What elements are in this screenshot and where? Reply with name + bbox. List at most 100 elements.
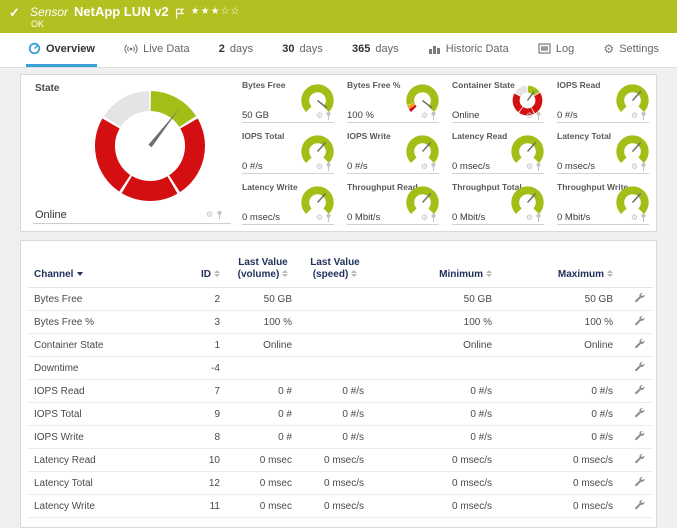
gauge-settings-gear-icon[interactable]: ⚙ <box>205 210 213 219</box>
tab-label: Live Data <box>143 42 190 55</box>
sort-desc-icon <box>77 272 84 277</box>
channel-value-cell: 9 <box>176 402 228 426</box>
tab-2-days[interactable]: 2 days <box>217 33 255 67</box>
gauge-chart-iops-total <box>299 134 336 174</box>
channel-value-cell: 50 GB <box>500 287 621 311</box>
channel-row-iops-read[interactable]: IOPS Read 7 0 #0 #/s 0 #/s 0 #/s <box>28 379 653 403</box>
channel-settings-wrench-icon[interactable] <box>634 407 645 418</box>
pin-icon[interactable] <box>535 162 542 172</box>
tab-live-data[interactable]: Live Data <box>122 33 191 67</box>
pin-icon[interactable] <box>325 213 332 223</box>
pin-icon[interactable] <box>640 213 647 223</box>
channel-value-cell: 0 #/s <box>500 425 621 449</box>
tab-label: Overview <box>46 42 95 55</box>
gauge-settings-gear-icon[interactable]: ⚙ <box>525 111 533 120</box>
tab-365-days[interactable]: 365 days <box>350 33 401 67</box>
channel-name-cell: Latency Total <box>28 471 176 495</box>
pin-icon[interactable] <box>430 111 437 121</box>
sort-toggle-icon <box>486 269 492 277</box>
channel-value-cell: 8 <box>176 425 228 449</box>
gauge-grid: Bytes Free 50 GB ⚙ Bytes Free % 100 % ⚙ Contai… <box>239 76 659 229</box>
channel-actions-cell <box>621 333 653 357</box>
channel-settings-wrench-icon[interactable] <box>634 499 645 510</box>
chart-icon <box>428 43 441 55</box>
gauge-tile-throughput-write: Throughput Write 0 Mbit/s ⚙ <box>554 178 659 229</box>
channel-row-iops-write[interactable]: IOPS Write 8 0 #0 #/s 0 #/s 0 #/s <box>28 425 653 449</box>
column-header-channel[interactable]: Channel <box>28 243 176 288</box>
gauge-settings-gear-icon[interactable]: ⚙ <box>630 111 638 120</box>
column-header-last-value-volume[interactable]: Last Value (volume) <box>228 243 300 288</box>
pin-icon[interactable] <box>325 162 332 172</box>
gauge-settings-gear-icon[interactable]: ⚙ <box>420 162 428 171</box>
channel-settings-wrench-icon[interactable] <box>634 430 645 441</box>
gauge-settings-gear-icon[interactable]: ⚙ <box>315 162 323 171</box>
channel-row-downtime[interactable]: Downtime -4 <box>28 356 653 380</box>
channel-actions-cell <box>621 379 653 403</box>
pin-icon[interactable] <box>640 162 647 172</box>
channel-row-container-state[interactable]: Container State 1 Online Online Online <box>28 333 653 357</box>
gauge-label: Container State <box>452 80 515 90</box>
divider <box>242 122 334 123</box>
gauge-settings-gear-icon[interactable]: ⚙ <box>420 111 428 120</box>
tab-number: 2 <box>218 42 225 55</box>
pin-icon[interactable] <box>640 111 647 121</box>
channel-name-cell: Latency Read <box>28 448 176 472</box>
channel-row-latency-read[interactable]: Latency Read 10 0 msec 0 msec/s 0 msec/s 0 ms… <box>28 448 653 472</box>
flag-icon[interactable] <box>175 6 185 19</box>
sort-toggle-icon <box>351 269 358 277</box>
pin-icon[interactable] <box>535 111 542 121</box>
channel-settings-wrench-icon[interactable] <box>634 361 645 372</box>
channel-row-bytes-free[interactable]: Bytes Free % 3 100 % 100 % 100 % <box>28 310 653 334</box>
pin-icon[interactable] <box>430 162 437 172</box>
column-header-minimum[interactable]: Minimum <box>372 243 500 288</box>
divider <box>557 122 649 123</box>
channel-row-iops-total[interactable]: IOPS Total 9 0 #0 #/s 0 #/s 0 #/s <box>28 402 653 426</box>
priority-stars[interactable]: ★★★☆☆ <box>190 6 241 17</box>
channel-row-latency-total[interactable]: Latency Total 12 0 msec 0 msec/s 0 msec/s 0 m… <box>28 471 653 495</box>
gauge-chart-bytes-free <box>299 83 336 123</box>
gauge-settings-gear-icon[interactable]: ⚙ <box>630 162 638 171</box>
channel-row-latency-write[interactable]: Latency Write 11 0 msec 0 msec/s 0 msec/s 0 m… <box>28 494 653 518</box>
gauge-tile-throughput-total: Throughput Total 0 Mbit/s ⚙ <box>449 178 554 229</box>
pin-icon[interactable] <box>325 111 332 121</box>
gauge-tile-iops-write: IOPS Write 0 #/s ⚙ <box>344 127 449 178</box>
channel-value-cell: 0 msec/s <box>500 448 621 472</box>
gauge-settings-gear-icon[interactable]: ⚙ <box>525 162 533 171</box>
column-header-maximum[interactable]: Maximum <box>500 243 621 288</box>
gauge-settings-gear-icon[interactable]: ⚙ <box>315 111 323 120</box>
channel-value-cell: 0 #/s <box>300 379 372 403</box>
divider <box>33 223 231 224</box>
channel-settings-wrench-icon[interactable] <box>634 338 645 349</box>
channel-value-cell <box>300 333 372 357</box>
gauge-settings-gear-icon[interactable]: ⚙ <box>525 213 533 222</box>
channel-value-cell: 1 <box>176 333 228 357</box>
channel-value-cell: 12 <box>176 471 228 495</box>
channel-settings-wrench-icon[interactable] <box>634 315 645 326</box>
pin-icon[interactable] <box>216 210 223 220</box>
channel-settings-wrench-icon[interactable] <box>634 384 645 395</box>
channel-value-cell: 100 % <box>228 310 300 334</box>
tab-label: days <box>229 42 254 55</box>
tab-log[interactable]: Log <box>536 33 576 67</box>
channel-row-bytes-free[interactable]: Bytes Free 2 50 GB 50 GB 50 GB <box>28 287 653 311</box>
tab-settings[interactable]: ⚙ Settings <box>601 33 661 67</box>
column-header-id[interactable]: ID <box>176 243 228 288</box>
tab-30-days[interactable]: 30 days <box>280 33 325 67</box>
tab-label: Log <box>555 42 575 55</box>
tab-historic-data[interactable]: Historic Data <box>426 33 511 67</box>
gauge-settings-gear-icon[interactable]: ⚙ <box>420 213 428 222</box>
gauge-settings-gear-icon[interactable]: ⚙ <box>315 213 323 222</box>
gauge-chart-latency-read <box>509 134 546 174</box>
channel-value-cell: 0 msec <box>228 471 300 495</box>
channel-settings-wrench-icon[interactable] <box>634 476 645 487</box>
pin-icon[interactable] <box>430 213 437 223</box>
column-header-last-value-speed[interactable]: Last Value (speed) <box>300 243 372 288</box>
gauge-value: 0 Mbit/s <box>557 212 591 223</box>
tab-overview[interactable]: Overview <box>26 33 97 67</box>
gauge-settings-gear-icon[interactable]: ⚙ <box>630 213 638 222</box>
divider <box>557 224 649 225</box>
channel-settings-wrench-icon[interactable] <box>634 453 645 464</box>
pin-icon[interactable] <box>535 213 542 223</box>
channel-settings-wrench-icon[interactable] <box>634 292 645 303</box>
channel-value-cell: 0 msec/s <box>372 448 500 472</box>
